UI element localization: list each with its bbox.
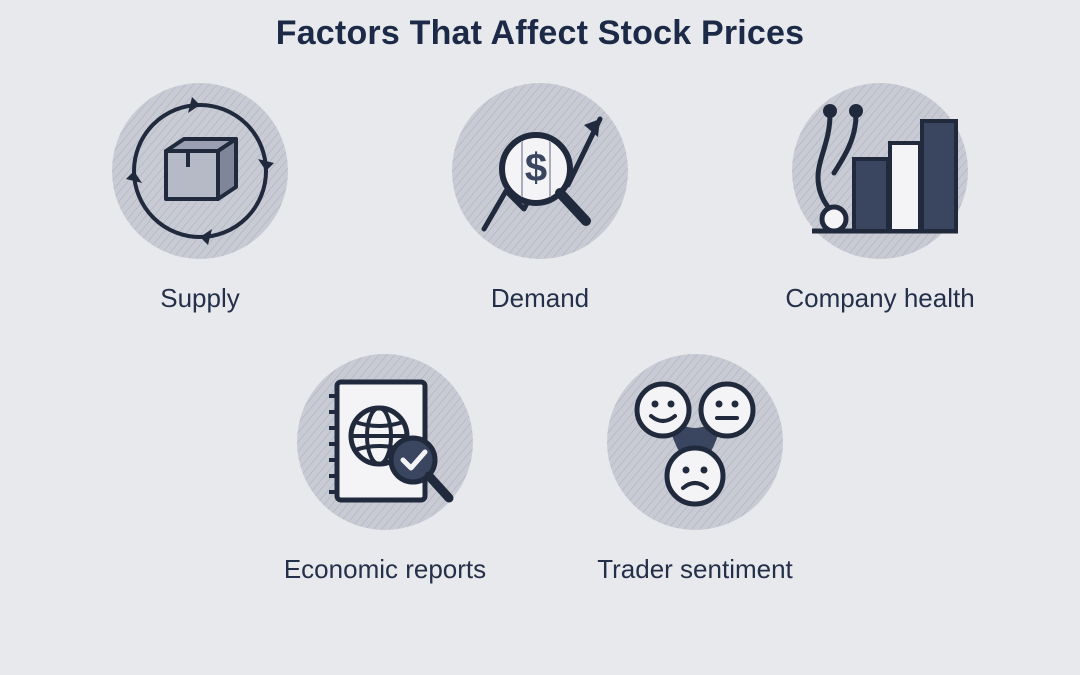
factor-company-health: Company health xyxy=(770,81,990,314)
page-title: Factors That Affect Stock Prices xyxy=(0,0,1080,53)
factors-row-1: Supply $ Demand xyxy=(90,81,990,314)
factor-circle xyxy=(605,352,785,532)
notebook-globe-check-icon xyxy=(295,352,475,532)
factor-circle: $ xyxy=(450,81,630,261)
box-cycle-icon xyxy=(110,81,290,261)
factor-circle xyxy=(295,352,475,532)
svg-text:$: $ xyxy=(525,146,547,190)
factor-circle xyxy=(790,81,970,261)
factor-trader-sentiment: Trader sentiment xyxy=(585,352,805,585)
sentiment-faces-icon xyxy=(605,352,785,532)
factor-label: Company health xyxy=(785,283,974,314)
factor-demand: $ Demand xyxy=(430,81,650,314)
factors-row-2: Economic reports xyxy=(275,352,805,585)
stethoscope-bars-icon xyxy=(790,81,970,261)
factor-label: Demand xyxy=(491,283,589,314)
magnify-dollar-chart-icon: $ xyxy=(450,81,630,261)
factor-circle xyxy=(110,81,290,261)
factor-label: Supply xyxy=(160,283,240,314)
factor-economic-reports: Economic reports xyxy=(275,352,495,585)
factor-supply: Supply xyxy=(90,81,310,314)
factor-label: Trader sentiment xyxy=(597,554,793,585)
factors-grid: Supply $ Demand xyxy=(0,53,1080,585)
factor-label: Economic reports xyxy=(284,554,486,585)
